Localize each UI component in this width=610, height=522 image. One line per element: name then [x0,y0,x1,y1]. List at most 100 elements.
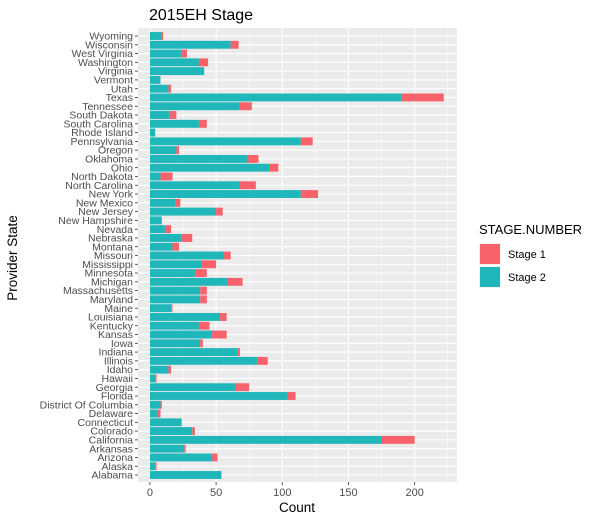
bar-stage-2 [149,471,222,479]
bar-stage-2 [149,216,162,225]
bar-stage-1 [237,348,240,357]
bar-stage-1 [201,260,217,269]
y-axis-title: Provider State [5,215,20,301]
bar-stage-1 [198,58,209,67]
bar-stage-1 [184,444,186,453]
bar-stage-1 [269,163,279,172]
bars [149,32,444,479]
y-tick-label: Tennessee [82,101,133,113]
bar-stage-2 [149,207,217,216]
y-tick-label: Hawaii [101,373,133,385]
chart-title: 2015EH Stage [149,7,253,24]
legend-label: Stage 1 [508,249,546,261]
bar-stage-1 [176,146,180,155]
y-tick-label: Michigan [91,276,133,288]
y-tick-label: Missouri [94,250,133,262]
y-tick-label: Ohio [111,162,133,174]
bar-stage-1 [212,453,218,462]
y-tick-label: South Dakota [69,110,133,122]
y-tick-label: Iowa [111,338,133,350]
y-tick-label: Texas [106,92,133,104]
bar-stage-2 [149,225,166,234]
bar-stage-2 [149,356,258,365]
x-tick-label: 50 [210,487,222,499]
bar-stage-2 [149,277,229,286]
y-tick-label: Mississippi [82,259,133,271]
bar-stage-2 [149,400,161,409]
bar-stage-1 [169,111,177,119]
y-tick-label: Virginia [98,66,133,78]
bar-stage-2 [149,75,161,84]
y-tick-label: Delaware [89,408,134,420]
y-tick-label: West Virginia [72,48,134,60]
bar-stage-2 [149,444,185,453]
y-tick-label: New Mexico [76,197,133,209]
bar-stage-1 [172,242,180,251]
bar-stage-2 [149,339,201,348]
bar-stage-1 [194,269,207,278]
bar-stage-2 [149,93,402,102]
y-tick-label: District Of Columbia [40,399,134,411]
legend-title: STAGE.NUMBER [479,222,582,237]
bar-stage-1 [200,286,207,295]
bar-stage-2 [149,233,182,242]
legend: STAGE.NUMBER Stage 1 Stage 2 [479,222,582,288]
y-tick-label: Wisconsin [85,39,133,51]
bar-stage-2 [149,128,156,137]
x-tick-label: 150 [339,487,357,499]
x-tick-label: 100 [273,487,291,499]
y-tick-label: Minnesota [85,268,134,280]
bar-stage-2 [149,154,248,163]
y-tick-label: Arkansas [89,443,133,455]
bar-stage-1 [165,225,172,234]
bar-stage-2 [149,321,199,330]
y-tick-label: North Dakota [71,171,133,183]
bar-stage-2 [149,295,201,304]
bar-stage-2 [149,146,177,155]
bar-stage-2 [149,242,173,251]
y-tick-label: Indiana [99,347,134,359]
y-tick-label: Washington [78,57,133,69]
bar-stage-1 [381,435,415,444]
bar-stage-1 [198,321,210,330]
y-tick-label: Arizona [97,452,133,464]
bar-stage-2 [149,198,176,207]
bar-stage-2 [149,313,221,321]
bar-stage-1 [160,400,162,409]
y-tick-label: Montana [92,241,133,253]
bar-stage-2 [149,348,238,357]
bar-stage-1 [235,383,250,392]
bar-stage-2 [149,260,202,269]
bar-stage-1 [239,181,256,190]
bar-stage-1 [228,277,243,286]
bar-stage-2 [149,190,301,198]
legend-swatch [480,244,500,264]
bar-stage-2 [149,49,182,58]
bar-stage-2 [149,163,270,172]
bar-stage-2 [149,304,172,313]
bar-stage-1 [181,49,187,58]
bar-stage-2 [149,67,205,76]
y-tick-labels: AlabamaAlaskaArizonaArkansasCaliforniaCo… [40,31,138,482]
bar-stage-1 [239,102,252,111]
bar-stage-2 [149,251,225,260]
y-tick-label: Maine [104,303,133,315]
y-tick-label: Kansas [98,329,133,341]
x-axis-title: Count [279,500,315,515]
y-tick-label: Pennsylvania [71,136,134,148]
bar-stage-2 [149,409,158,418]
bar-stage-2 [149,286,201,295]
bar-stage-2 [149,462,156,471]
bar-stage-2 [149,32,162,40]
bar-stage-1 [157,409,161,418]
bar-stage-1 [200,339,203,348]
bar-stage-2 [149,102,240,111]
bar-stage-1 [257,356,268,365]
bar-stage-1 [171,304,173,313]
y-tick-label: Illinois [104,355,133,367]
bar-stage-2 [149,269,195,278]
bar-stage-2 [149,453,213,462]
y-tick-label: New Hampshire [58,215,133,227]
y-tick-label: South Carolina [64,118,134,130]
bar-stage-2 [149,365,169,374]
